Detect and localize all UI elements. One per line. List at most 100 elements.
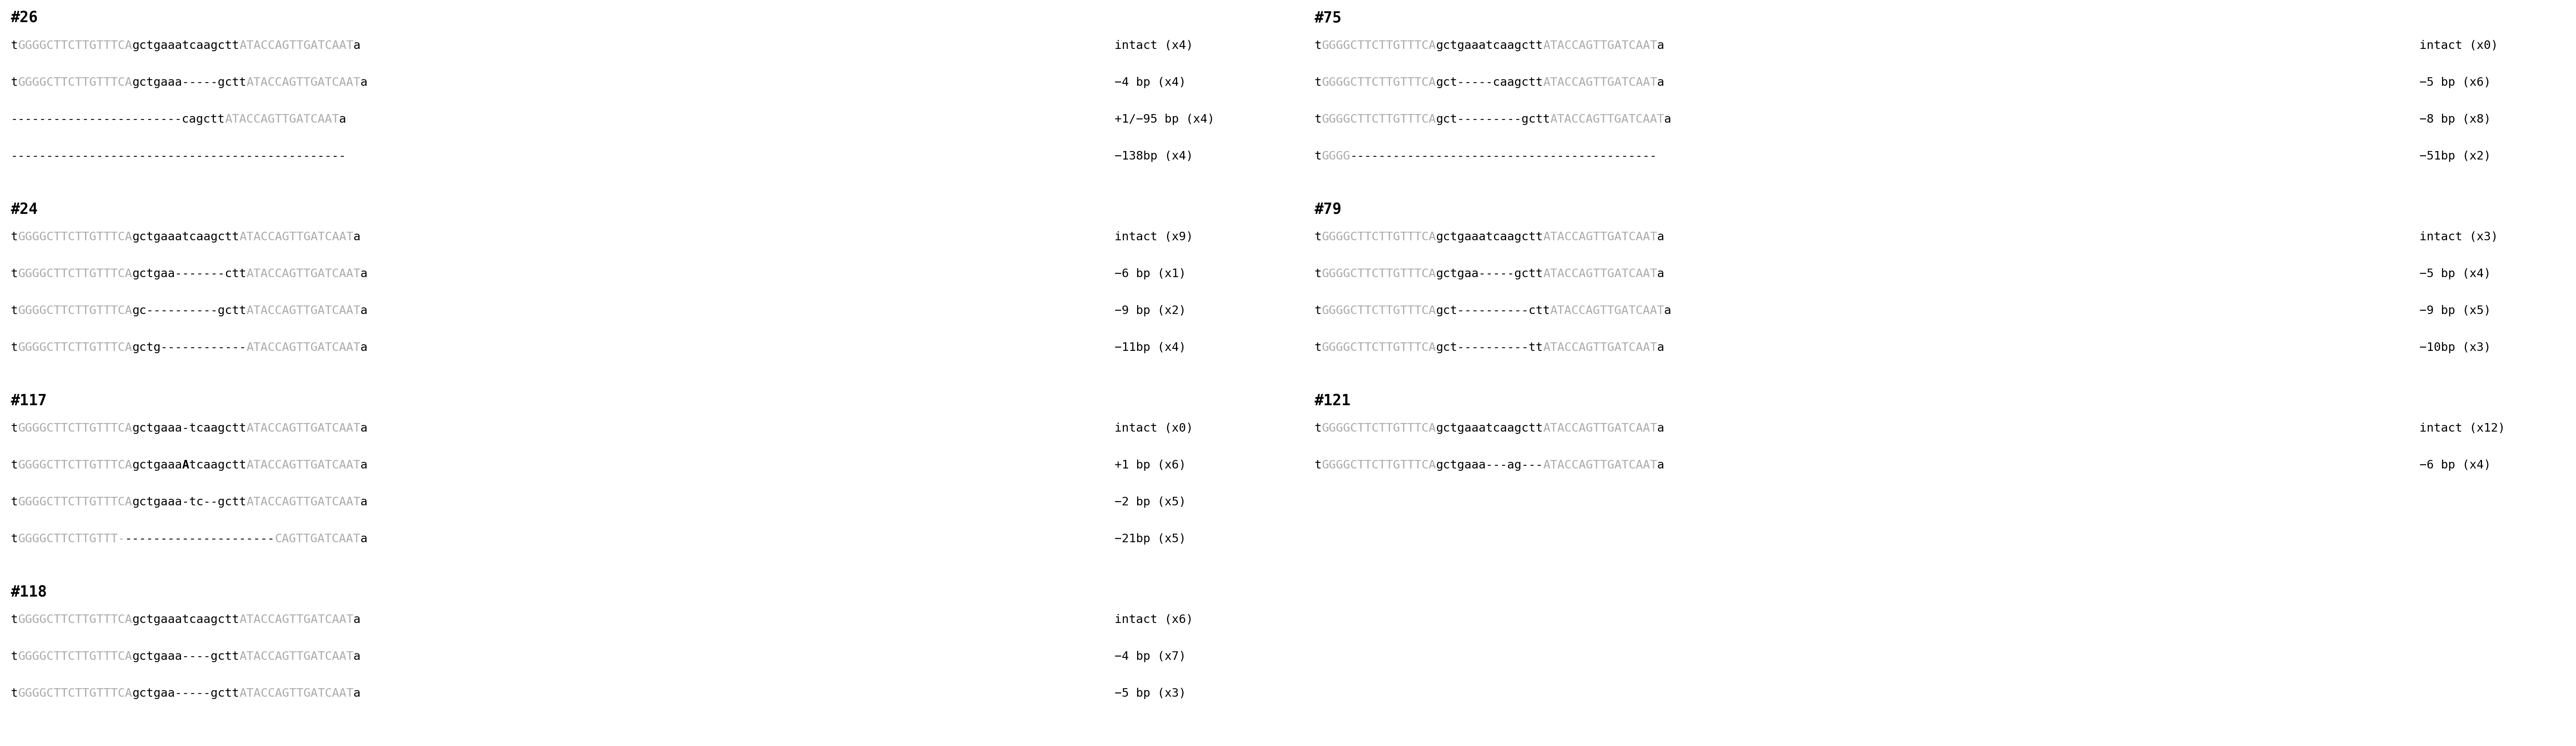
Text: t: t [1314, 342, 1321, 353]
Text: GGGGCTTCTTGTTTCA: GGGGCTTCTTGTTTCA [1321, 423, 1435, 434]
Text: GGGGCTTCTTGTTTCA: GGGGCTTCTTGTTTCA [18, 651, 131, 662]
Text: −9 bp (x5): −9 bp (x5) [2419, 305, 2491, 316]
Text: ATACCAGTTGATCAAT: ATACCAGTTGATCAAT [1543, 460, 1656, 471]
Text: -------------------------------------------: ----------------------------------------… [1350, 151, 1656, 162]
Text: ATACCAGTTGATCAAT: ATACCAGTTGATCAAT [224, 113, 340, 125]
Text: a: a [340, 113, 345, 125]
Text: GGGGCTTCTTGTTTCA: GGGGCTTCTTGTTTCA [18, 614, 131, 625]
Text: t: t [10, 77, 18, 88]
Text: t: t [10, 231, 18, 242]
Text: t: t [10, 423, 18, 434]
Text: −10bp (x3): −10bp (x3) [2419, 342, 2491, 353]
Text: intact (x12): intact (x12) [2419, 423, 2504, 434]
Text: a: a [353, 688, 361, 699]
Text: a: a [1656, 342, 1664, 353]
Text: t: t [10, 533, 18, 545]
Text: −2 bp (x5): −2 bp (x5) [1115, 496, 1185, 508]
Text: GGGGCTTCTTGTTTCA: GGGGCTTCTTGTTTCA [1321, 460, 1435, 471]
Text: t: t [10, 342, 18, 353]
Text: a: a [353, 651, 361, 662]
Text: GGGGCTTCTTGTTTCA: GGGGCTTCTTGTTTCA [18, 688, 131, 699]
Text: +1 bp (x6): +1 bp (x6) [1115, 460, 1185, 471]
Text: a: a [361, 77, 368, 88]
Text: gctgaaatcaagctt: gctgaaatcaagctt [1435, 231, 1543, 242]
Text: GGGGCTTCTTGTTTCA: GGGGCTTCTTGTTTCA [18, 231, 131, 242]
Text: GGGGCTTCTTGTTTCA: GGGGCTTCTTGTTTCA [1321, 342, 1435, 353]
Text: GGGGCTTCTTGTTTCA: GGGGCTTCTTGTTTCA [1321, 77, 1435, 88]
Text: GGGGCTTCTTGTTTCA: GGGGCTTCTTGTTTCA [18, 423, 131, 434]
Text: t: t [10, 305, 18, 316]
Text: GGGGCTTCTTGTTTCA: GGGGCTTCTTGTTTCA [1321, 269, 1435, 280]
Text: ATACCAGTTGATCAAT: ATACCAGTTGATCAAT [1543, 77, 1656, 88]
Text: t: t [1314, 151, 1321, 162]
Text: GGGGCTTCTTGTTTCA: GGGGCTTCTTGTTTCA [1321, 113, 1435, 125]
Text: a: a [353, 614, 361, 625]
Text: a: a [361, 269, 368, 280]
Text: −4 bp (x4): −4 bp (x4) [1115, 77, 1185, 88]
Text: t: t [1314, 460, 1321, 471]
Text: t: t [1314, 423, 1321, 434]
Text: gctgaaa----gctt: gctgaaa----gctt [131, 651, 240, 662]
Text: gc----------gctt: gc----------gctt [131, 305, 247, 316]
Text: t: t [10, 651, 18, 662]
Text: ATACCAGTTGATCAAT: ATACCAGTTGATCAAT [1551, 113, 1664, 125]
Text: intact (x0): intact (x0) [2419, 40, 2499, 51]
Text: #79: #79 [1314, 202, 1342, 217]
Text: −11bp (x4): −11bp (x4) [1115, 342, 1185, 353]
Text: gctgaaatcaagctt: gctgaaatcaagctt [1435, 423, 1543, 434]
Text: GGGGCTTCTTGTTTCA: GGGGCTTCTTGTTTCA [18, 305, 131, 316]
Text: t: t [10, 496, 18, 508]
Text: ATACCAGTTGATCAAT: ATACCAGTTGATCAAT [1543, 40, 1656, 51]
Text: a: a [1664, 113, 1672, 125]
Text: #118: #118 [10, 585, 46, 600]
Text: gctg------------: gctg------------ [131, 342, 247, 353]
Text: gctgaaa: gctgaaa [131, 460, 183, 471]
Text: t: t [10, 688, 18, 699]
Text: gct----------tt: gct----------tt [1435, 342, 1543, 353]
Text: t: t [10, 40, 18, 51]
Text: ATACCAGTTGATCAAT: ATACCAGTTGATCAAT [247, 460, 361, 471]
Text: ATACCAGTTGATCAAT: ATACCAGTTGATCAAT [1543, 231, 1656, 242]
Text: a: a [1656, 269, 1664, 280]
Text: gct---------gctt: gct---------gctt [1435, 113, 1551, 125]
Text: #24: #24 [10, 202, 39, 217]
Text: a: a [361, 423, 368, 434]
Text: gctgaaatcaagctt: gctgaaatcaagctt [1435, 40, 1543, 51]
Text: t: t [1314, 231, 1321, 242]
Text: gctgaaatcaagctt: gctgaaatcaagctt [131, 231, 240, 242]
Text: a: a [1656, 423, 1664, 434]
Text: gctgaa-------ctt: gctgaa-------ctt [131, 269, 247, 280]
Text: a: a [1656, 40, 1664, 51]
Text: gctgaaa-tc--gctt: gctgaaa-tc--gctt [131, 496, 247, 508]
Text: gctgaa-----gctt: gctgaa-----gctt [131, 688, 240, 699]
Text: gctgaaatcaagctt: gctgaaatcaagctt [131, 614, 240, 625]
Text: a: a [361, 305, 368, 316]
Text: t: t [1314, 305, 1321, 316]
Text: ATACCAGTTGATCAAT: ATACCAGTTGATCAAT [240, 688, 353, 699]
Text: ---------------------: --------------------- [126, 533, 276, 545]
Text: ATACCAGTTGATCAAT: ATACCAGTTGATCAAT [247, 496, 361, 508]
Text: a: a [1656, 460, 1664, 471]
Text: gctgaaa-tcaagctt: gctgaaa-tcaagctt [131, 423, 247, 434]
Text: GGGGCTTCTTGTTTCA: GGGGCTTCTTGTTTCA [18, 496, 131, 508]
Text: #121: #121 [1314, 394, 1350, 408]
Text: A: A [183, 460, 188, 471]
Text: GGGGCTTCTTGTTTCA: GGGGCTTCTTGTTTCA [1321, 40, 1435, 51]
Text: t: t [10, 614, 18, 625]
Text: a: a [361, 342, 368, 353]
Text: GGGGCTTCTTGTTTCA: GGGGCTTCTTGTTTCA [18, 269, 131, 280]
Text: #26: #26 [10, 11, 39, 25]
Text: −138bp (x4): −138bp (x4) [1115, 151, 1193, 162]
Text: −4 bp (x7): −4 bp (x7) [1115, 651, 1185, 662]
Text: ATACCAGTTGATCAAT: ATACCAGTTGATCAAT [240, 231, 353, 242]
Text: a: a [361, 533, 368, 545]
Text: t: t [1314, 40, 1321, 51]
Text: GGGGCTTCTTGTTTCA: GGGGCTTCTTGTTTCA [1321, 231, 1435, 242]
Text: GGGGCTTCTTGTTT-: GGGGCTTCTTGTTT- [18, 533, 126, 545]
Text: tcaagctt: tcaagctt [188, 460, 247, 471]
Text: −51bp (x2): −51bp (x2) [2419, 151, 2491, 162]
Text: −6 bp (x1): −6 bp (x1) [1115, 269, 1185, 280]
Text: gctgaa-----gctt: gctgaa-----gctt [1435, 269, 1543, 280]
Text: ATACCAGTTGATCAAT: ATACCAGTTGATCAAT [1551, 305, 1664, 316]
Text: −21bp (x5): −21bp (x5) [1115, 533, 1185, 545]
